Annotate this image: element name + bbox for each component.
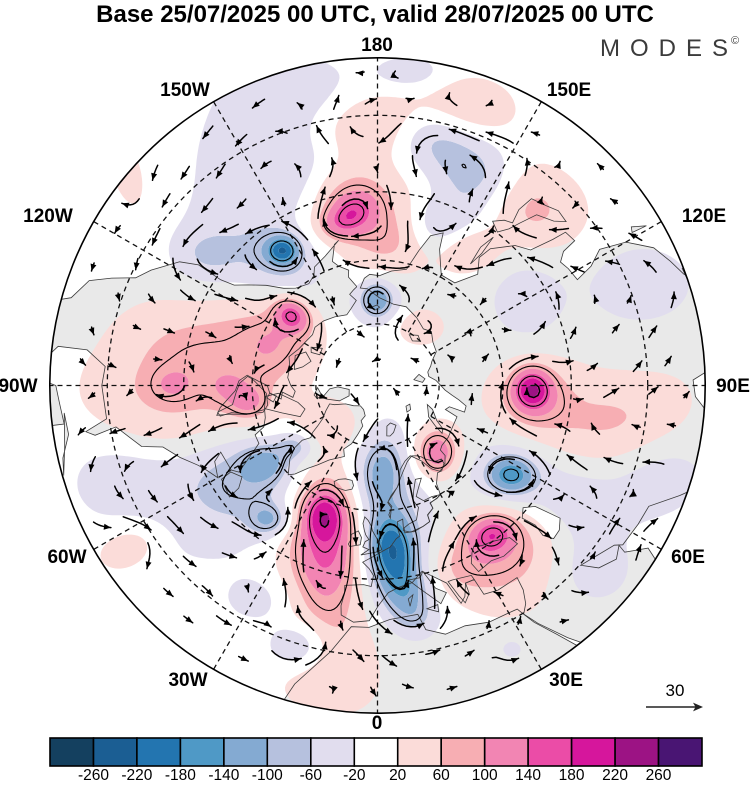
- svg-text:30W: 30W: [168, 670, 207, 691]
- svg-text:100: 100: [472, 767, 498, 783]
- svg-text:©: ©: [731, 35, 739, 47]
- svg-text:260: 260: [646, 767, 672, 783]
- svg-text:-220: -220: [121, 767, 152, 783]
- svg-text:30E: 30E: [549, 670, 583, 691]
- svg-text:90W: 90W: [0, 376, 38, 397]
- svg-text:60E: 60E: [671, 547, 705, 568]
- svg-text:60W: 60W: [47, 547, 86, 568]
- svg-text:150E: 150E: [547, 80, 591, 101]
- svg-text:30: 30: [666, 681, 685, 700]
- svg-text:-140: -140: [208, 767, 239, 783]
- svg-text:150W: 150W: [160, 80, 210, 101]
- svg-text:Base 25/07/2025 00 UTC, valid: Base 25/07/2025 00 UTC, valid 28/07/2025…: [96, 1, 654, 28]
- svg-text:0: 0: [372, 713, 383, 734]
- svg-text:-180: -180: [165, 767, 196, 783]
- svg-text:-60: -60: [300, 767, 323, 783]
- svg-text:90E: 90E: [716, 376, 750, 397]
- svg-text:-260: -260: [78, 767, 109, 783]
- svg-text:180: 180: [361, 35, 393, 56]
- svg-text:140: 140: [515, 767, 541, 783]
- svg-text:-100: -100: [252, 767, 283, 783]
- svg-text:180: 180: [559, 767, 585, 783]
- svg-text:60: 60: [433, 767, 451, 783]
- svg-text:120E: 120E: [682, 206, 726, 227]
- svg-text:120W: 120W: [23, 206, 73, 227]
- svg-text:-20: -20: [343, 767, 366, 783]
- svg-text:MODES: MODES: [600, 35, 738, 62]
- svg-text:20: 20: [389, 767, 407, 783]
- svg-text:220: 220: [602, 767, 628, 783]
